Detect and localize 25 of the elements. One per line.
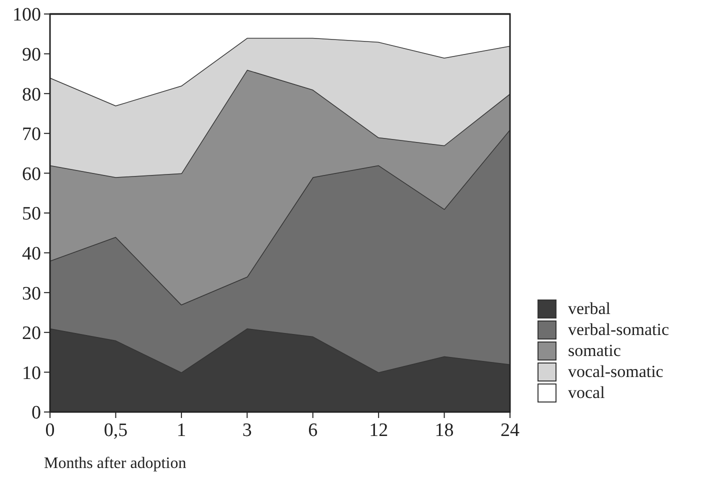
y-tick-label: 60	[22, 164, 41, 185]
x-tick-label: 24	[500, 420, 520, 441]
y-tick-label: 20	[22, 323, 41, 344]
legend-label: somatic	[568, 341, 622, 360]
y-tick-label: 50	[22, 204, 41, 225]
y-tick-label: 70	[22, 124, 41, 146]
x-tick-label: 18	[434, 420, 454, 441]
x-tick-label: 0,5	[104, 420, 128, 441]
x-tick-label: 3	[242, 420, 252, 441]
y-tick-label: 0	[32, 402, 41, 424]
y-tick-label: 100	[12, 4, 41, 26]
y-tick-label: 10	[22, 362, 41, 384]
legend-label: vocal	[568, 383, 606, 402]
y-tick-label: 90	[22, 44, 41, 66]
x-axis-title: Months after adoption	[44, 455, 186, 472]
x-tick-label: 1	[176, 420, 186, 441]
legend-label: verbal	[568, 299, 611, 318]
y-tick-label: 30	[22, 283, 41, 304]
legend-label: verbal-somatic	[568, 320, 670, 339]
y-tick-label: 80	[22, 84, 41, 106]
x-tick-label: 0	[45, 420, 55, 441]
y-tick-label: 40	[22, 243, 41, 264]
x-tick-label: 12	[369, 420, 388, 441]
x-tick-label: 6	[308, 420, 318, 441]
legend-label: vocal-somatic	[568, 362, 664, 381]
